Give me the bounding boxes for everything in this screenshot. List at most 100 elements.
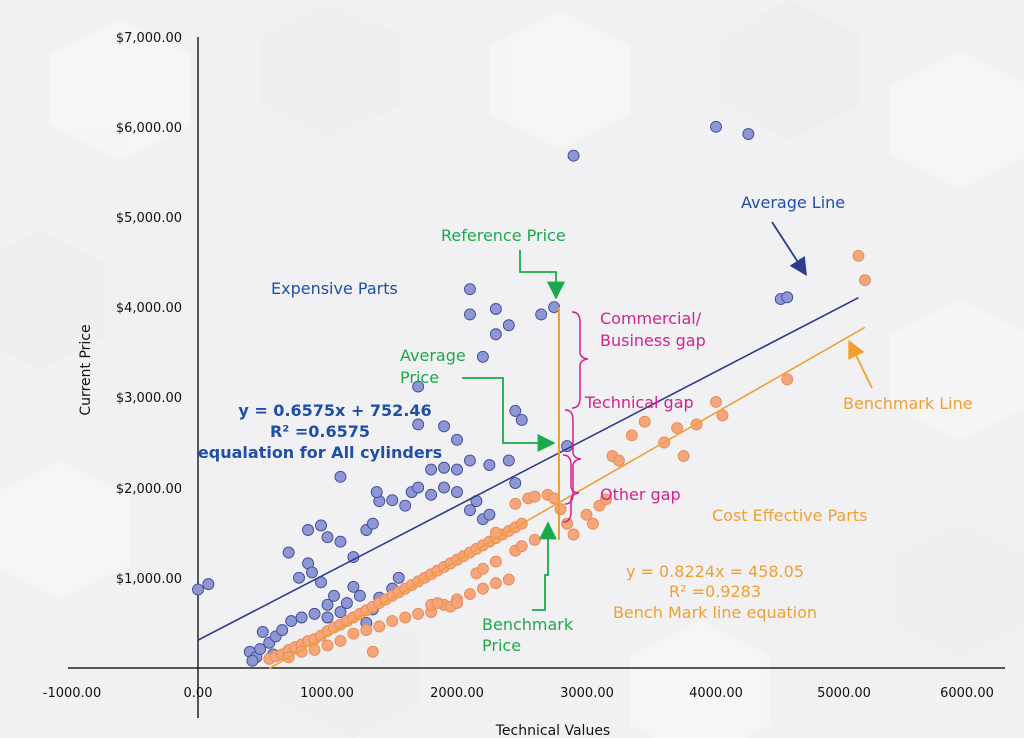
data-point-all-parts	[412, 481, 425, 494]
y-tick-label: $7,000.00	[116, 31, 182, 46]
data-point-benchmark	[638, 415, 651, 428]
x-tick-label: 3000.00	[560, 686, 614, 701]
y-tick-label: $4,000.00	[116, 301, 182, 316]
technical-gap-brace	[564, 409, 582, 505]
benchmark-equation: y = 0.8224x = 458.05	[626, 562, 804, 581]
data-point-all-parts	[464, 283, 476, 296]
benchmark-price-arrow	[532, 521, 557, 611]
data-point-benchmark	[515, 540, 528, 553]
data-point-benchmark	[366, 645, 379, 658]
data-point-benchmark	[781, 373, 794, 386]
data-point-all-parts	[548, 301, 561, 314]
commercial-gap-brace	[571, 311, 589, 409]
data-point-all-parts	[451, 433, 463, 446]
data-point-all-parts	[509, 477, 522, 490]
data-point-all-parts	[202, 578, 215, 591]
benchmark-r-squared: R² =0.9283	[669, 582, 761, 601]
y-tick-label: $1,000.00	[116, 572, 182, 587]
data-point-benchmark	[554, 503, 567, 516]
data-point-benchmark	[373, 620, 386, 633]
data-point-all-parts	[502, 454, 515, 467]
data-point-benchmark	[360, 624, 373, 637]
data-point-all-parts	[438, 461, 450, 474]
data-point-all-parts	[246, 654, 259, 667]
data-point-all-parts	[347, 580, 360, 593]
gap-markers	[558, 307, 589, 540]
average-trend-line	[197, 296, 859, 641]
data-point-benchmark	[464, 588, 476, 600]
data-point-benchmark	[431, 597, 444, 610]
data-point-all-parts	[464, 308, 476, 321]
benchmark-trend-line	[268, 326, 866, 670]
data-point-all-parts	[425, 463, 438, 476]
data-point-all-parts	[254, 643, 267, 656]
data-point-all-parts	[425, 488, 438, 501]
y-tick-labels: $1,000.00 $2,000.00 $3,000.00 $4,000.00 …	[116, 31, 182, 587]
data-point-all-parts	[256, 625, 269, 638]
data-point-benchmark	[677, 450, 690, 462]
data-point-all-parts	[710, 120, 722, 133]
data-point-all-parts	[282, 546, 295, 559]
data-point-all-parts	[321, 598, 334, 611]
data-point-benchmark	[347, 627, 360, 640]
expensive-parts-label: Expensive Parts	[271, 279, 398, 298]
data-point-all-parts	[438, 481, 450, 494]
data-point-all-parts	[483, 459, 496, 471]
x-tick-labels: -1000.00 0.00 1000.00 2000.00 3000.00 40…	[43, 686, 994, 701]
data-point-all-parts	[567, 149, 580, 162]
reference-price-arrow	[519, 250, 565, 300]
y-tick-label: $6,000.00	[116, 121, 182, 136]
data-point-all-parts	[334, 606, 347, 619]
x-tick-label: -1000.00	[43, 686, 101, 701]
x-tick-label: 0.00	[184, 686, 213, 701]
average-equation-caption: equalation for All cylinders	[198, 443, 442, 462]
benchmark-line-label: Benchmark Line	[843, 394, 973, 413]
benchmark-line-arrow	[848, 339, 873, 389]
data-point-benchmark	[399, 611, 412, 624]
data-point-all-parts	[399, 499, 412, 512]
average-line-label: Average Line	[741, 193, 845, 212]
series-layer	[192, 120, 871, 667]
data-point-all-parts	[489, 328, 502, 341]
annotation-arrows	[462, 221, 873, 611]
data-point-benchmark	[476, 562, 489, 575]
data-point-benchmark	[476, 582, 489, 595]
benchmark-equation-caption: Bench Mark line equation	[613, 603, 817, 622]
average-price-label: Price	[400, 368, 439, 387]
data-point-all-parts	[285, 615, 298, 628]
data-point-all-parts	[451, 463, 463, 476]
data-point-all-parts	[509, 404, 522, 417]
average-r-squared: R² =0.6575	[270, 422, 370, 441]
benchmark-price-label: Price	[482, 636, 521, 655]
reference-price-label: Reference Price	[441, 226, 566, 245]
x-tick-label: 1000.00	[300, 686, 354, 701]
data-point-all-parts	[535, 308, 548, 321]
data-point-benchmark	[587, 517, 599, 530]
data-point-benchmark	[451, 597, 463, 610]
data-point-all-parts	[742, 128, 755, 140]
data-point-benchmark	[386, 615, 399, 628]
data-point-benchmark	[599, 493, 612, 506]
data-point-all-parts	[464, 504, 476, 517]
average-price-label: Average	[400, 346, 466, 365]
data-point-all-parts	[502, 319, 515, 332]
data-point-all-parts	[464, 454, 476, 467]
data-point-benchmark	[612, 454, 625, 467]
data-point-benchmark	[412, 607, 425, 620]
other-gap-brace	[562, 454, 580, 523]
average-price-arrow	[462, 377, 556, 452]
data-point-all-parts	[353, 589, 366, 602]
data-point-benchmark	[671, 422, 684, 435]
benchmark-price-label: Benchmark	[482, 615, 574, 634]
data-point-all-parts	[306, 566, 318, 579]
annotations: Average Line Benchmark Line Reference Pr…	[198, 193, 973, 655]
data-point-all-parts	[295, 611, 308, 624]
trend-lines-layer	[197, 296, 866, 670]
x-axis-title: Technical Values	[495, 723, 610, 738]
data-point-benchmark	[321, 639, 334, 652]
data-point-benchmark	[528, 533, 541, 546]
data-point-benchmark	[716, 409, 729, 422]
data-point-all-parts	[483, 508, 496, 521]
x-tick-label: 4000.00	[689, 686, 743, 701]
